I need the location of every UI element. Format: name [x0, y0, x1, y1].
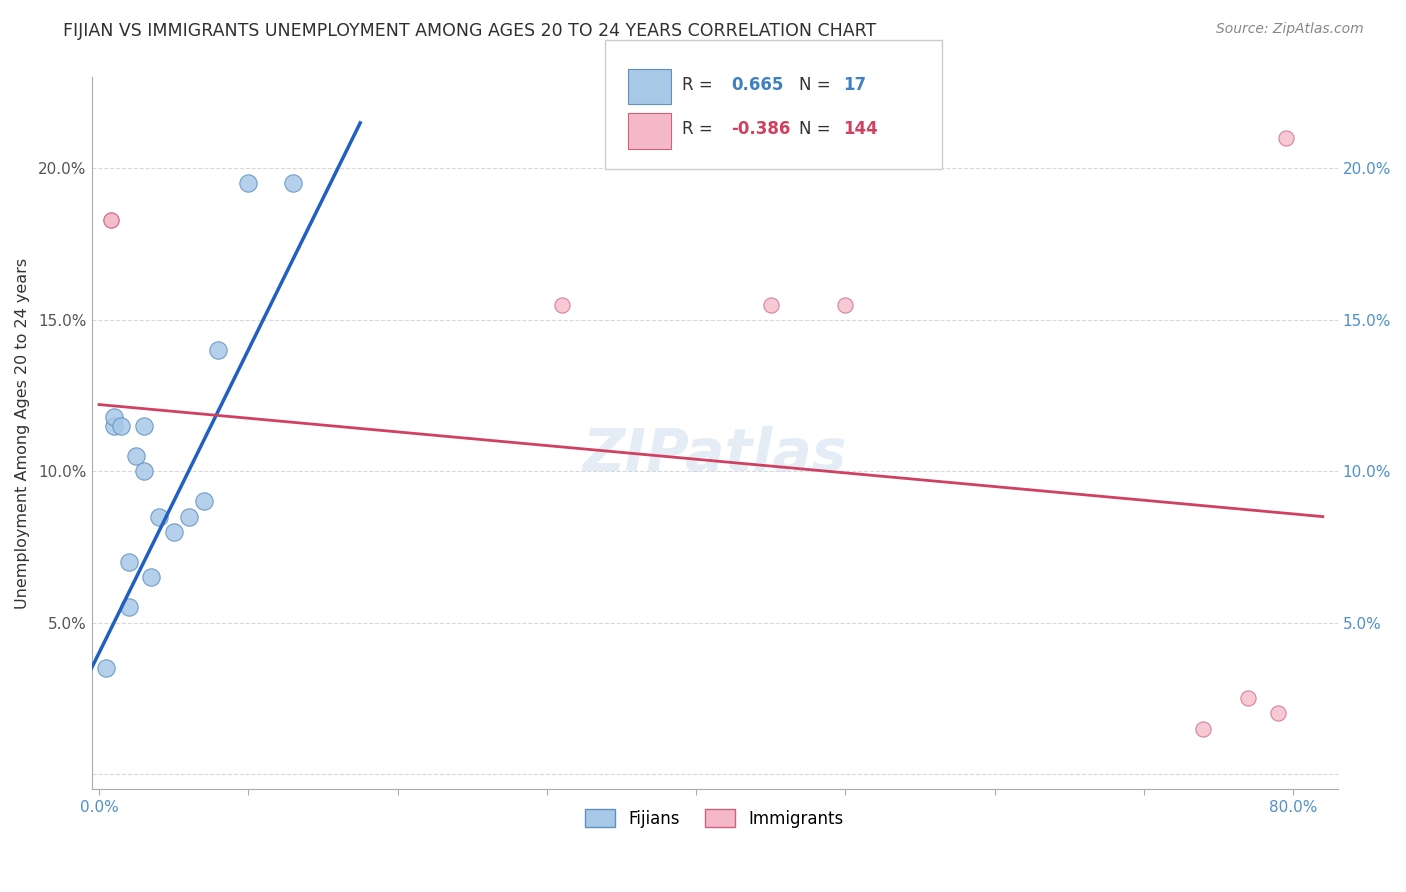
Text: N =: N =	[799, 76, 835, 94]
Text: 17: 17	[844, 76, 866, 94]
Point	[100, 212, 122, 227]
Legend: Fijians, Immigrants: Fijians, Immigrants	[579, 803, 851, 834]
Point	[550, 297, 572, 311]
Point	[193, 494, 215, 508]
Text: N =: N =	[799, 120, 835, 138]
Point	[118, 600, 141, 615]
Point	[1192, 722, 1215, 736]
Point	[110, 418, 132, 433]
Point	[207, 343, 229, 357]
Point	[759, 297, 782, 311]
Text: 144: 144	[844, 120, 879, 138]
Text: R =: R =	[682, 120, 718, 138]
Point	[148, 509, 170, 524]
Point	[100, 212, 122, 227]
Text: R =: R =	[682, 76, 718, 94]
Point	[1267, 706, 1289, 721]
Point	[141, 570, 163, 584]
Point	[132, 464, 155, 478]
Point	[1274, 131, 1296, 145]
Text: Source: ZipAtlas.com: Source: ZipAtlas.com	[1216, 22, 1364, 37]
Y-axis label: Unemployment Among Ages 20 to 24 years: Unemployment Among Ages 20 to 24 years	[15, 258, 30, 609]
Point	[177, 509, 200, 524]
Point	[132, 418, 155, 433]
Point	[238, 177, 260, 191]
Point	[163, 524, 186, 539]
Point	[834, 297, 856, 311]
Point	[281, 177, 304, 191]
Text: FIJIAN VS IMMIGRANTS UNEMPLOYMENT AMONG AGES 20 TO 24 YEARS CORRELATION CHART: FIJIAN VS IMMIGRANTS UNEMPLOYMENT AMONG …	[63, 22, 876, 40]
Text: ZIPatlas: ZIPatlas	[582, 426, 846, 483]
Text: -0.386: -0.386	[731, 120, 790, 138]
Point	[125, 449, 148, 463]
Point	[118, 555, 141, 569]
Point	[103, 409, 125, 424]
Point	[1237, 691, 1260, 706]
Text: 0.665: 0.665	[731, 76, 783, 94]
Point	[103, 418, 125, 433]
Point	[96, 661, 118, 675]
